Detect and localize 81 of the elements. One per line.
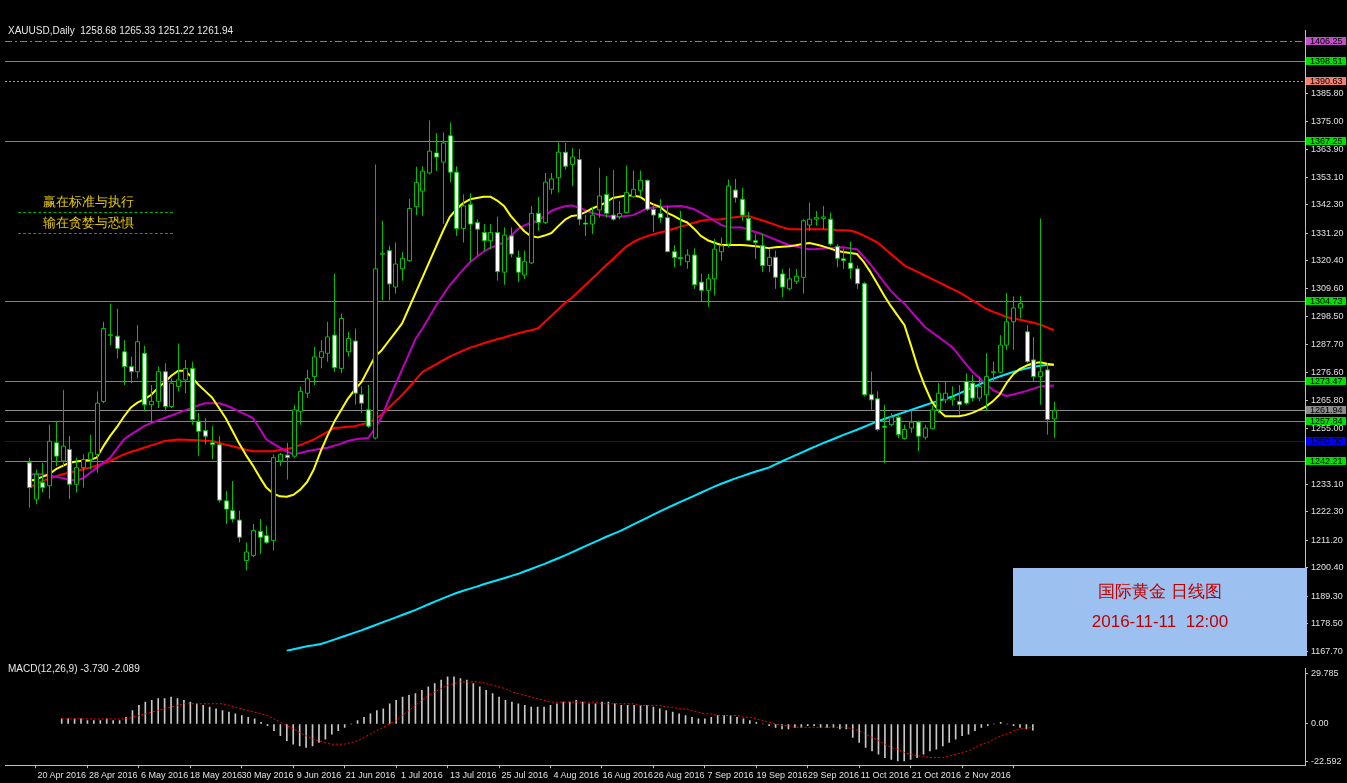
y-tick-label: 1353.10 — [1311, 171, 1344, 182]
candlestick — [753, 233, 758, 260]
y-tick-label: 1385.80 — [1311, 88, 1344, 99]
y-tick-label: 1331.20 — [1311, 227, 1344, 238]
candlestick — [434, 132, 439, 172]
annotation: 输在贪婪与恐惧 — [43, 215, 134, 231]
candlestick — [577, 148, 582, 226]
y-tick-label: -22.592 — [1311, 756, 1342, 767]
y-tick-label: 1200.40 — [1311, 562, 1344, 573]
x-tick-label: 28 Apr 2016 — [88, 770, 138, 781]
ref-line-label: 1304.73 — [1310, 295, 1343, 306]
ref-line-label: 1367.25 — [1310, 135, 1343, 146]
ref-line-label: 1257.84 — [1310, 415, 1343, 426]
y-tick-label: 1265.80 — [1311, 395, 1344, 406]
x-tick-label: 21 Jun 2016 — [345, 770, 396, 781]
x-tick-label: 1 Jul 2016 — [401, 770, 443, 781]
candlestick — [821, 205, 826, 230]
candlestick — [54, 420, 59, 467]
x-tick-label: 2 Nov 2016 — [964, 770, 1011, 781]
y-tick-label: 1189.30 — [1311, 590, 1343, 601]
x-tick-label: 20 Apr 2016 — [37, 770, 86, 781]
candlestick — [217, 435, 222, 503]
x-tick-label: 6 May 2016 — [141, 770, 189, 781]
candlestick — [461, 193, 466, 243]
y-tick-label: 0.00 — [1311, 718, 1329, 729]
annotation: 赢在标准与执行 — [43, 194, 134, 210]
ref-line-label: 1390.63 — [1310, 75, 1343, 86]
chart-title: XAUUSD,Daily 1258.68 1265.33 1251.22 1261.94 — [8, 25, 234, 36]
ref-line-label: 1406.25 — [1310, 35, 1343, 46]
x-tick-label: 26 Aug 2016 — [653, 770, 705, 781]
y-tick-label: 1298.50 — [1311, 311, 1344, 322]
candlestick — [359, 386, 364, 414]
y-tick-label: 1276.60 — [1311, 367, 1344, 378]
x-tick-label: 30 May 2016 — [241, 770, 294, 781]
x-tick-label: 11 Oct 2016 — [860, 770, 910, 781]
y-tick-label: 1363.90 — [1311, 144, 1344, 155]
y-tick-label: 29.785 — [1311, 668, 1339, 679]
x-tick-label: 16 Aug 2016 — [602, 770, 653, 781]
ref-line-label: 1273.47 — [1310, 375, 1343, 386]
y-tick-label: 1287.70 — [1311, 339, 1344, 350]
x-tick-label: 9 Jun 2016 — [296, 770, 342, 781]
chart-title: MACD(12,26,9) -3.730 -2.089 — [8, 663, 140, 674]
y-tick-label: 1211.20 — [1311, 534, 1343, 545]
line-series — [61, 681, 1034, 759]
x-tick-label: 18 May 2016 — [190, 770, 243, 781]
candlestick — [224, 490, 229, 525]
x-tick-label: 7 Sep 2016 — [707, 770, 754, 781]
candlestick — [475, 218, 480, 257]
candlestick — [230, 480, 235, 523]
candlestick — [74, 457, 79, 493]
candlestick — [441, 131, 446, 225]
y-tick-label: 1178.50 — [1311, 618, 1343, 629]
y-tick-label: 1167.70 — [1311, 646, 1343, 657]
ref-line-label: 1398.51 — [1310, 55, 1343, 66]
x-tick-label: 13 Jul 2016 — [450, 770, 497, 781]
candlestick — [339, 313, 344, 374]
ref-line-label: 1250.00 — [1310, 435, 1343, 446]
candlestick — [88, 434, 93, 470]
y-tick-label: 1320.40 — [1311, 255, 1344, 266]
candlestick — [156, 366, 161, 409]
text: 国际黄金 日线图 — [1098, 582, 1222, 601]
y-tick-label: 1375.00 — [1311, 115, 1344, 126]
candlestick — [726, 179, 731, 248]
candlestick — [251, 523, 256, 558]
ref-line-label: 1261.94 — [1310, 404, 1343, 415]
candlestick — [366, 384, 371, 429]
x-tick-label: 21 Oct 2016 — [911, 770, 961, 781]
x-tick-label: 19 Sep 2016 — [756, 770, 808, 781]
x-tick-label: 29 Sep 2016 — [807, 770, 859, 781]
text: 2016-11-11 12:00 — [1091, 612, 1229, 631]
x-tick-label: 4 Aug 2016 — [553, 770, 599, 781]
candlestick — [977, 376, 982, 402]
y-tick-label: 1342.30 — [1311, 199, 1344, 210]
candlestick — [848, 241, 853, 280]
candlestick — [760, 233, 765, 273]
y-tick-label: 1222.30 — [1311, 506, 1344, 517]
y-tick-label: 1309.60 — [1311, 283, 1344, 294]
ref-line-label: 1242.21 — [1310, 455, 1343, 466]
x-tick-label: 25 Jul 2016 — [501, 770, 549, 781]
candlestick — [203, 417, 208, 446]
y-tick-label: 1233.10 — [1311, 478, 1344, 489]
